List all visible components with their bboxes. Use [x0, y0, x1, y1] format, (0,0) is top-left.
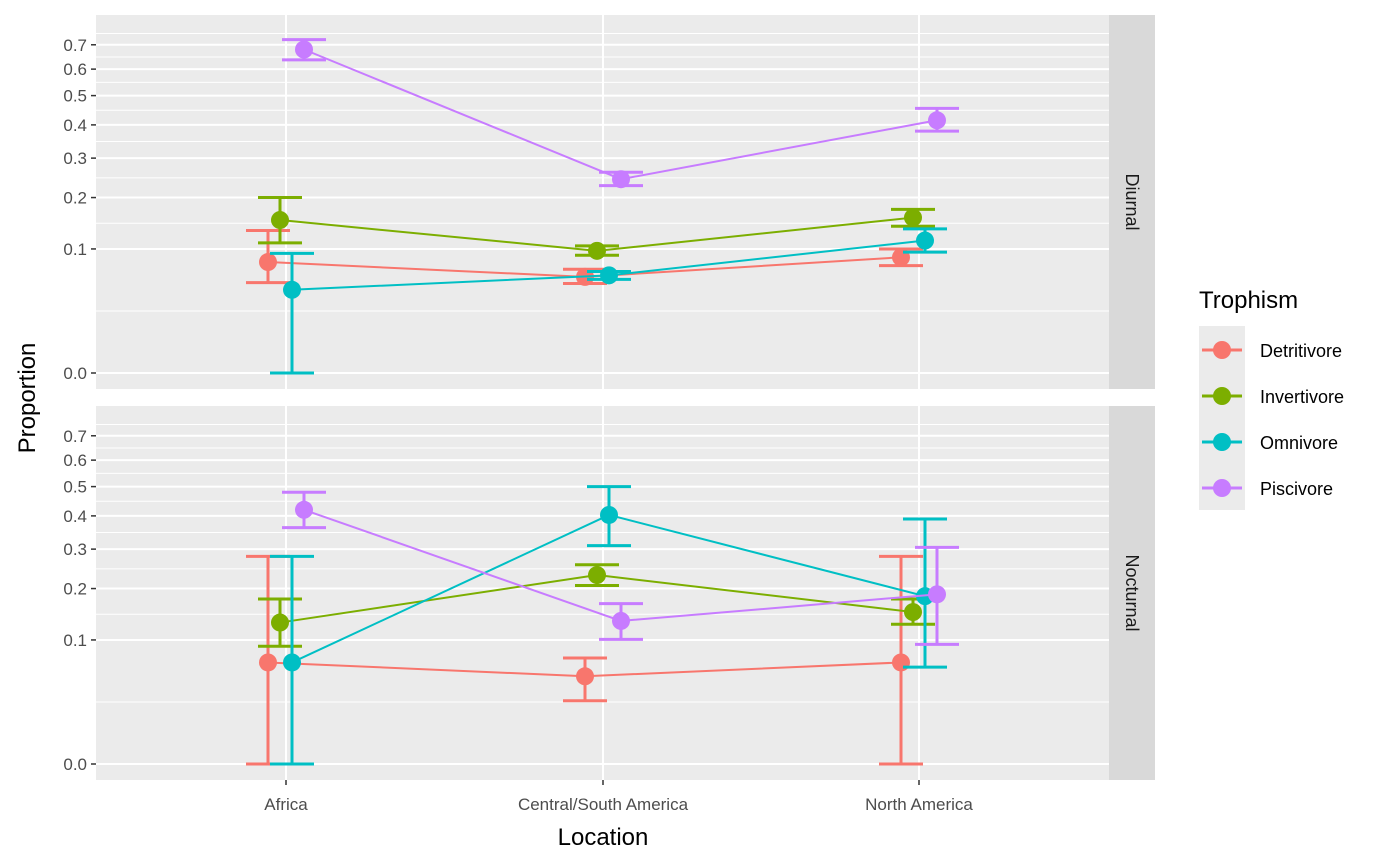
legend-label: Detritivore — [1260, 341, 1342, 361]
data-point — [600, 505, 618, 524]
x-tick-label: Africa — [264, 795, 308, 814]
legend-item-detritivore: Detritivore — [1202, 341, 1342, 361]
y-tick-label: 0.1 — [63, 631, 87, 650]
legend-title: Trophism — [1199, 287, 1298, 314]
facet-strip — [1109, 15, 1155, 389]
data-point — [904, 208, 922, 227]
data-point — [600, 266, 618, 285]
legend-label: Invertivore — [1260, 387, 1344, 407]
data-point — [259, 653, 277, 672]
y-tick-label: 0.4 — [63, 507, 87, 526]
y-tick-label: 0.7 — [63, 427, 87, 446]
data-point — [271, 211, 289, 230]
legend-key-point — [1213, 433, 1231, 451]
legend-item-piscivore: Piscivore — [1202, 479, 1333, 499]
series-omnivore — [270, 227, 947, 375]
y-tick-label: 0.6 — [63, 451, 87, 470]
facet-strip — [1109, 406, 1155, 780]
facet-label-diurnal: Diurnal — [1122, 173, 1142, 230]
y-tick-label: 0.2 — [63, 580, 87, 599]
y-tick-label: 0.5 — [63, 478, 87, 497]
y-tick-label: 0.0 — [63, 755, 87, 774]
y-tick-label: 0.3 — [63, 540, 87, 559]
error-bar — [270, 251, 314, 375]
data-point — [576, 667, 594, 686]
legend-key-point — [1213, 341, 1231, 359]
x-tick-label: Central/South America — [518, 795, 689, 814]
data-point — [612, 170, 630, 189]
legend-item-omnivore: Omnivore — [1202, 433, 1338, 453]
series-piscivore — [282, 38, 959, 189]
panels: 0.0 0.1 0.2 0.3 0.4 0.5 0.6 0.7 Diurnal 0.0 0.1 0.2… — [63, 15, 1155, 780]
data-point — [271, 613, 289, 632]
y-tick-label: 0.0 — [63, 364, 87, 383]
x-tick-label: North America — [865, 795, 973, 814]
data-point — [295, 40, 313, 59]
data-point — [928, 585, 946, 604]
facet-label-nocturnal: Nocturnal — [1122, 554, 1142, 631]
y-tick-label: 0.2 — [63, 189, 87, 208]
data-point — [928, 111, 946, 130]
y-tick-label: 0.3 — [63, 149, 87, 168]
series-omnivore — [270, 485, 947, 766]
data-point — [283, 653, 301, 672]
y-axis-title: Proportion — [14, 343, 41, 454]
y-tick-label: 0.1 — [63, 240, 87, 259]
data-point — [904, 603, 922, 622]
y-tick-label: 0.7 — [63, 36, 87, 55]
y-tick-label: 0.5 — [63, 87, 87, 106]
legend-item-invertivore: Invertivore — [1202, 387, 1344, 407]
series-piscivore — [282, 490, 959, 646]
y-tick-label: 0.4 — [63, 116, 87, 135]
x-axis-title: Location — [558, 824, 649, 851]
y-tick-label: 0.6 — [63, 60, 87, 79]
panel-nocturnal: 0.0 0.1 0.2 0.3 0.4 0.5 0.6 0.7 Nocturnal — [63, 406, 1155, 780]
series-invertivore — [258, 196, 935, 260]
data-point — [259, 253, 277, 272]
legend-key-point — [1213, 479, 1231, 497]
x-axis: Africa Central/South America North America — [264, 780, 973, 814]
data-point — [295, 500, 313, 519]
data-point — [612, 611, 630, 630]
legend-key-point — [1213, 387, 1231, 405]
panel-diurnal: 0.0 0.1 0.2 0.3 0.4 0.5 0.6 0.7 Diurnal — [63, 15, 1155, 389]
data-point — [283, 280, 301, 299]
series-invertivore — [258, 563, 935, 648]
data-point — [588, 241, 606, 260]
data-point — [916, 231, 934, 250]
data-point — [588, 566, 606, 585]
data-point — [892, 653, 910, 672]
legend-label: Omnivore — [1260, 433, 1338, 453]
legend-label: Piscivore — [1260, 479, 1333, 499]
legend: Trophism Detritivore Invertivore Omnivore P… — [1199, 287, 1344, 510]
